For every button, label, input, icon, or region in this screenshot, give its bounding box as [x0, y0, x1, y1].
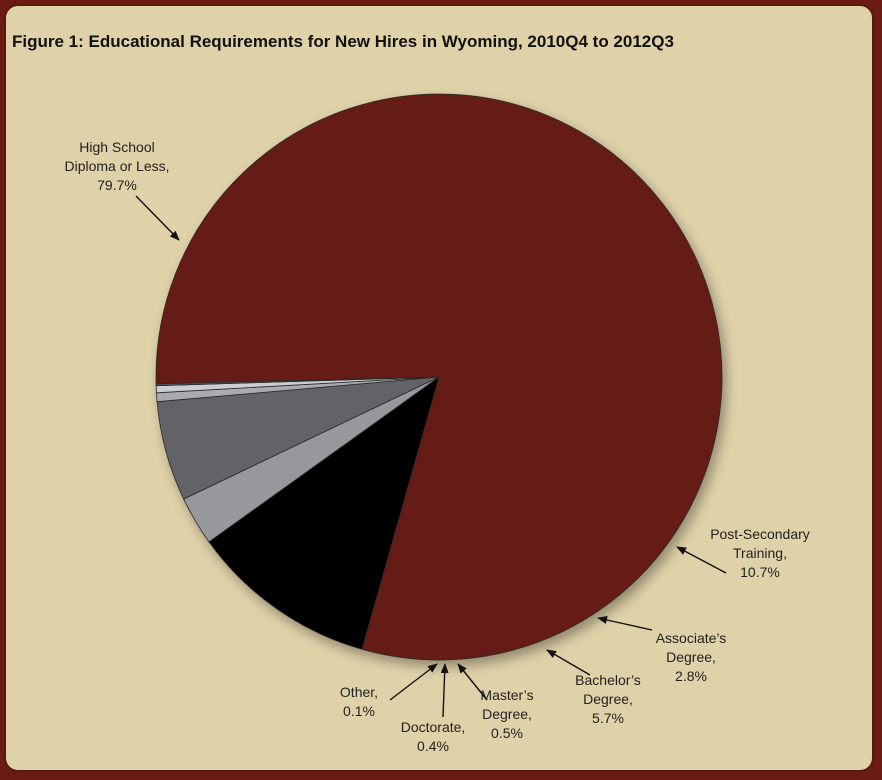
label-high-school: High School Diploma or Less, 79.7% — [64, 139, 169, 193]
chart-title: Figure 1: Educational Requirements for N… — [12, 32, 674, 51]
leader-arrow-masters — [457, 663, 488, 701]
slice-other — [155, 376, 440, 387]
leader-arrow-bachelors — [546, 649, 591, 676]
leader-arrow-high-school — [135, 195, 180, 241]
leader-arrow-post-secondary — [676, 546, 727, 574]
label-other: Other, 0.1% — [340, 684, 378, 719]
slice-high-school — [155, 93, 723, 661]
leader-arrow-other — [389, 663, 438, 701]
leader-arrow-doctorate — [440, 663, 449, 718]
label-associates: Associate’s Degree, 2.8% — [656, 630, 727, 684]
label-bachelors: Bachelor’s Degree, 5.7% — [575, 672, 641, 726]
label-doctorate: Doctorate, 0.4% — [401, 719, 466, 754]
label-masters: Master’s Degree, 0.5% — [480, 687, 533, 741]
label-post-secondary: Post-Secondary Training, 10.7% — [710, 526, 810, 580]
leader-arrow-associates — [597, 616, 653, 631]
slice-post-secondary — [208, 376, 440, 650]
